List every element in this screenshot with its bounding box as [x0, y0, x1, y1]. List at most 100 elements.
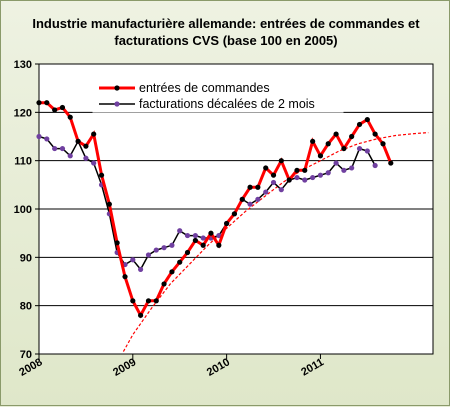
- point-facturations: [333, 160, 339, 166]
- point-commandes: [294, 167, 300, 173]
- point-commandes: [317, 153, 324, 159]
- chart-title: Industrie manufacturière allemande: entr…: [32, 16, 420, 48]
- point-facturations: [137, 266, 144, 273]
- point-commandes: [52, 107, 58, 113]
- point-commandes: [67, 114, 73, 120]
- point-commandes: [216, 242, 222, 248]
- point-facturations: [302, 177, 308, 183]
- x-tick-label: 2009: [111, 356, 138, 379]
- point-commandes: [341, 145, 347, 152]
- point-facturations: [59, 145, 66, 152]
- point-facturations: [161, 245, 167, 251]
- point-commandes: [145, 298, 152, 304]
- y-tick-label: 80: [20, 301, 32, 313]
- point-commandes: [83, 143, 89, 149]
- point-commandes: [255, 184, 261, 190]
- point-commandes: [310, 138, 316, 144]
- legend-marker-facturations: [114, 101, 120, 107]
- point-commandes: [239, 196, 245, 202]
- point-facturations: [52, 145, 58, 152]
- point-facturations: [255, 196, 261, 202]
- point-commandes: [270, 172, 277, 178]
- y-tick-label: 90: [20, 252, 32, 264]
- point-commandes: [98, 172, 105, 178]
- point-commandes: [224, 220, 230, 227]
- point-commandes: [177, 259, 183, 265]
- point-facturations: [67, 153, 73, 159]
- point-facturations: [36, 133, 42, 140]
- point-facturations: [130, 257, 136, 263]
- point-commandes: [153, 298, 159, 304]
- legend-label-facturations: facturations décalées de 2 mois: [139, 97, 315, 111]
- point-commandes: [75, 138, 81, 144]
- point-commandes: [278, 158, 284, 164]
- point-commandes: [349, 133, 355, 140]
- point-commandes: [208, 230, 214, 236]
- point-facturations: [169, 242, 175, 248]
- point-commandes: [263, 165, 269, 171]
- point-commandes: [333, 131, 339, 137]
- point-commandes: [36, 100, 42, 106]
- point-commandes: [114, 240, 120, 246]
- point-facturations: [263, 189, 269, 195]
- point-commandes: [169, 269, 175, 275]
- point-commandes: [137, 312, 144, 318]
- point-facturations: [372, 162, 378, 169]
- point-commandes: [302, 167, 308, 173]
- point-facturations: [44, 136, 50, 142]
- point-commandes: [356, 121, 363, 128]
- point-facturations: [192, 232, 198, 239]
- point-facturations: [270, 179, 277, 186]
- point-commandes: [184, 249, 191, 256]
- point-commandes: [286, 177, 292, 183]
- point-facturations: [177, 228, 183, 234]
- y-tick-label: 100: [14, 204, 32, 216]
- point-facturations: [294, 174, 300, 181]
- point-commandes: [364, 116, 370, 123]
- point-commandes: [231, 211, 238, 217]
- x-tick-label: 2010: [205, 356, 232, 379]
- point-facturations: [184, 232, 191, 239]
- point-commandes: [192, 237, 198, 244]
- point-facturations: [247, 201, 253, 207]
- point-facturations: [145, 252, 152, 258]
- point-facturations: [356, 145, 363, 152]
- point-facturations: [325, 170, 331, 176]
- point-facturations: [349, 165, 355, 171]
- point-commandes: [130, 298, 136, 304]
- y-tick-label: 130: [14, 59, 32, 71]
- point-facturations: [83, 155, 89, 161]
- x-tick-label: 2011: [299, 356, 326, 378]
- point-facturations: [91, 160, 97, 166]
- legend: entrées de commandes facturations décalée…: [92, 78, 344, 113]
- point-commandes: [161, 281, 167, 287]
- point-commandes: [325, 141, 331, 147]
- point-commandes: [372, 131, 378, 137]
- legend-box: [92, 78, 344, 113]
- point-commandes: [122, 274, 128, 280]
- series-line-commandes: [39, 101, 393, 319]
- y-tick-label: 70: [20, 349, 32, 361]
- point-commandes: [91, 131, 97, 137]
- point-commandes: [388, 160, 394, 166]
- point-facturations: [364, 148, 370, 154]
- y-tick-label: 110: [14, 156, 32, 168]
- point-facturations: [278, 187, 284, 193]
- point-commandes: [200, 242, 206, 248]
- legend-label-commandes: entrées de commandes: [139, 81, 270, 95]
- point-commandes: [44, 100, 50, 106]
- point-facturations: [216, 232, 222, 239]
- point-facturations: [200, 235, 206, 241]
- y-tick-label: 120: [14, 107, 32, 119]
- point-commandes: [59, 104, 66, 111]
- point-facturations: [310, 174, 316, 181]
- legend-marker-commandes: [114, 85, 120, 91]
- point-commandes: [380, 141, 386, 147]
- point-facturations: [153, 247, 159, 253]
- point-commandes: [247, 184, 253, 190]
- point-commandes: [106, 201, 112, 207]
- point-facturations: [341, 167, 347, 173]
- point-facturations: [317, 172, 324, 178]
